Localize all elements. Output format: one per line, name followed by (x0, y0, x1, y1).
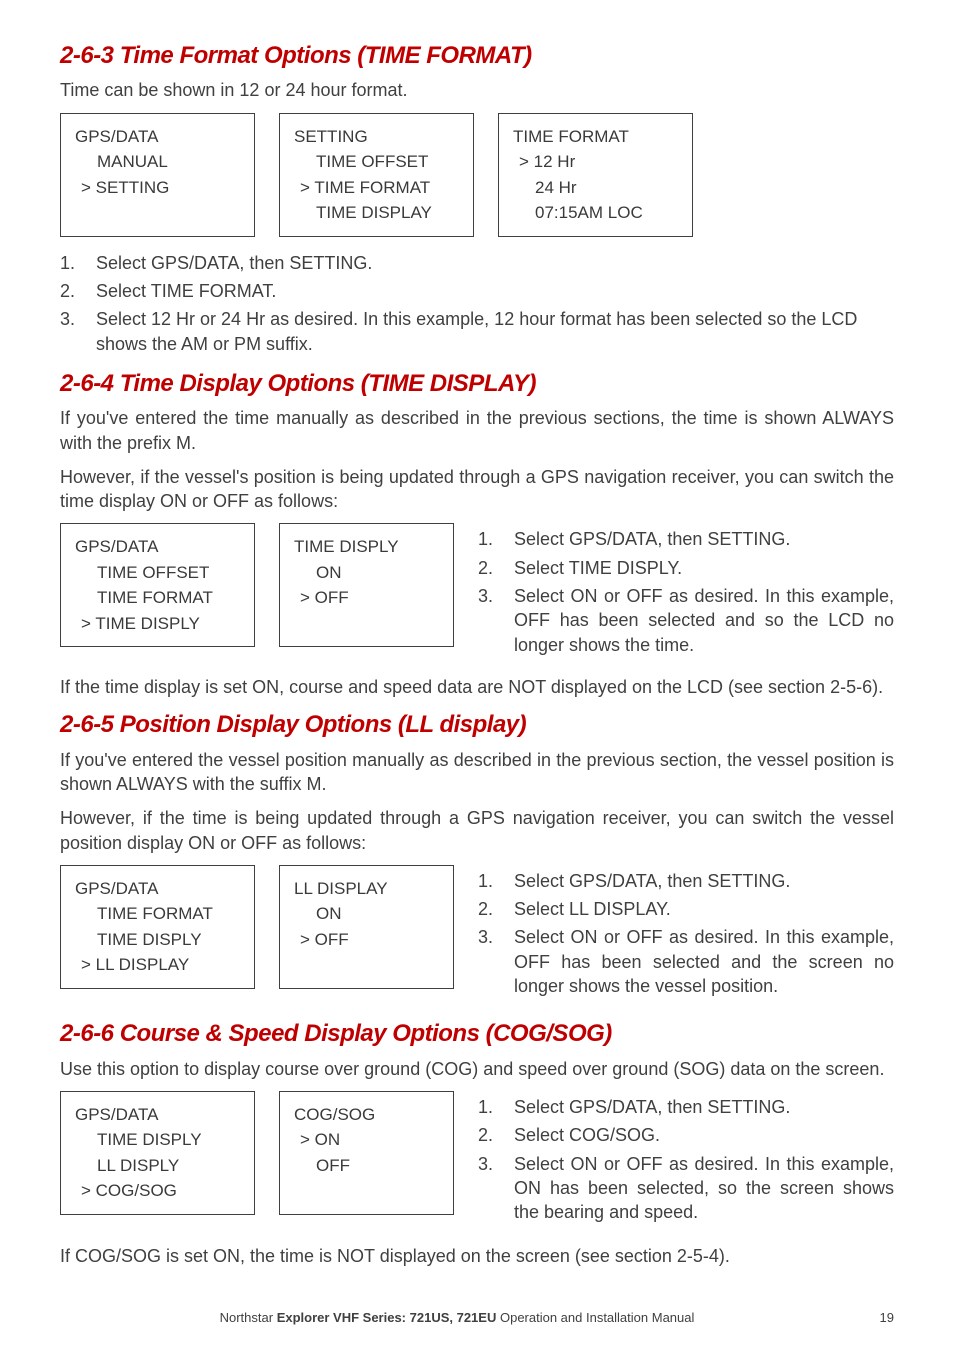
list-item: Select ON or OFF as desired. In this exa… (478, 1152, 894, 1225)
lcd-row-263: GPS/DATA MANUAL SETTING SETTING TIME OFF… (60, 113, 894, 237)
lcd-line-selected: TIME FORMAT (294, 175, 459, 201)
lcd-header: SETTING (294, 124, 459, 150)
lcd-box: LL DISPLAY ON OFF (279, 865, 454, 989)
lcd-box: GPS/DATA TIME OFFSET TIME FORMAT TIME DI… (60, 523, 255, 647)
lcd-line: ON (316, 560, 439, 586)
section-title-266: 2-6-6 Course & Speed Display Options (CO… (60, 1018, 894, 1050)
list-item: Select COG/SOG. (478, 1123, 894, 1147)
steps-263: Select GPS/DATA, then SETTING. Select TI… (60, 251, 894, 356)
lcd-header: GPS/DATA (75, 1102, 240, 1128)
para-264-2: However, if the vessel's position is bei… (60, 465, 894, 514)
lcd-header: GPS/DATA (75, 876, 240, 902)
lcd-header: TIME DISPLY (294, 534, 439, 560)
lcd-line: MANUAL (97, 149, 240, 175)
intro-266: Use this option to display course over g… (60, 1057, 894, 1081)
footer-bold: Explorer VHF Series: 721US, 721EU (277, 1310, 497, 1325)
footer-pre: Northstar (220, 1310, 277, 1325)
footer-text: Northstar Explorer VHF Series: 721US, 72… (60, 1309, 854, 1327)
row-265: GPS/DATA TIME FORMAT TIME DISPLY LL DISP… (60, 865, 894, 1010)
lcd-box: GPS/DATA MANUAL SETTING (60, 113, 255, 237)
lcd-line: 07:15AM LOC (535, 200, 678, 226)
para-265-1: If you've entered the vessel position ma… (60, 748, 894, 797)
lcd-line: OFF (316, 1153, 439, 1179)
row-266: GPS/DATA TIME DISPLY LL DISPLY COG/SOG C… (60, 1091, 894, 1236)
lcd-line-selected: 12 Hr (513, 149, 678, 175)
row-264: GPS/DATA TIME OFFSET TIME FORMAT TIME DI… (60, 523, 894, 668)
lcd-line-selected: SETTING (75, 175, 240, 201)
note-264: If the time display is set ON, course an… (60, 675, 894, 699)
intro-263: Time can be shown in 12 or 24 hour forma… (60, 78, 894, 102)
lcd-box: COG/SOG ON OFF (279, 1091, 454, 1215)
lcd-box: TIME DISPLY ON OFF (279, 523, 454, 647)
lcd-line: TIME OFFSET (97, 560, 240, 586)
para-265-2: However, if the time is being updated th… (60, 806, 894, 855)
para-264-1: If you've entered the time manually as d… (60, 406, 894, 455)
lcd-header: GPS/DATA (75, 534, 240, 560)
section-title-264: 2-6-4 Time Display Options (TIME DISPLAY… (60, 368, 894, 400)
lcd-header: GPS/DATA (75, 124, 240, 150)
lcd-box: TIME FORMAT 12 Hr 24 Hr 07:15AM LOC (498, 113, 693, 237)
list-item: Select LL DISPLAY. (478, 897, 894, 921)
list-item: Select TIME FORMAT. (60, 279, 894, 303)
footer-post: Operation and Installation Manual (496, 1310, 694, 1325)
lcd-line-selected: COG/SOG (75, 1178, 240, 1204)
lcd-line-selected: TIME DISPLY (75, 611, 240, 637)
list-item: Select ON or OFF as desired. In this exa… (478, 925, 894, 998)
lcd-box: SETTING TIME OFFSET TIME FORMAT TIME DIS… (279, 113, 474, 237)
list-item: Select GPS/DATA, then SETTING. (478, 869, 894, 893)
lcd-line: TIME DISPLY (97, 927, 240, 953)
lcd-line-selected: ON (294, 1127, 439, 1153)
lcd-header: COG/SOG (294, 1102, 439, 1128)
lcd-line: TIME FORMAT (97, 585, 240, 611)
lcd-line-selected: LL DISPLAY (75, 952, 240, 978)
section-title-263: 2-6-3 Time Format Options (TIME FORMAT) (60, 40, 894, 72)
steps-266: Select GPS/DATA, then SETTING. Select CO… (478, 1095, 894, 1224)
lcd-line-selected: OFF (294, 585, 439, 611)
steps-265: Select GPS/DATA, then SETTING. Select LL… (478, 869, 894, 998)
lcd-line-selected: OFF (294, 927, 439, 953)
section-title-265: 2-6-5 Position Display Options (LL displ… (60, 709, 894, 741)
lcd-header: TIME FORMAT (513, 124, 678, 150)
lcd-box: GPS/DATA TIME FORMAT TIME DISPLY LL DISP… (60, 865, 255, 989)
lcd-line: TIME DISPLAY (316, 200, 459, 226)
list-item: Select GPS/DATA, then SETTING. (478, 527, 894, 551)
steps-264: Select GPS/DATA, then SETTING. Select TI… (478, 527, 894, 656)
lcd-line: 24 Hr (535, 175, 678, 201)
list-item: Select TIME DISPLY. (478, 556, 894, 580)
list-item: Select GPS/DATA, then SETTING. (60, 251, 894, 275)
note-266: If COG/SOG is set ON, the time is NOT di… (60, 1244, 894, 1268)
lcd-header: LL DISPLAY (294, 876, 439, 902)
lcd-line: TIME FORMAT (97, 901, 240, 927)
list-item: Select GPS/DATA, then SETTING. (478, 1095, 894, 1119)
list-item: Select 12 Hr or 24 Hr as desired. In thi… (60, 307, 894, 356)
lcd-line: LL DISPLY (97, 1153, 240, 1179)
lcd-line: TIME DISPLY (97, 1127, 240, 1153)
list-item: Select ON or OFF as desired. In this exa… (478, 584, 894, 657)
page-number: 19 (854, 1309, 894, 1327)
lcd-line: TIME OFFSET (316, 149, 459, 175)
lcd-box: GPS/DATA TIME DISPLY LL DISPLY COG/SOG (60, 1091, 255, 1215)
lcd-line: ON (316, 901, 439, 927)
page-footer: Northstar Explorer VHF Series: 721US, 72… (60, 1309, 894, 1327)
